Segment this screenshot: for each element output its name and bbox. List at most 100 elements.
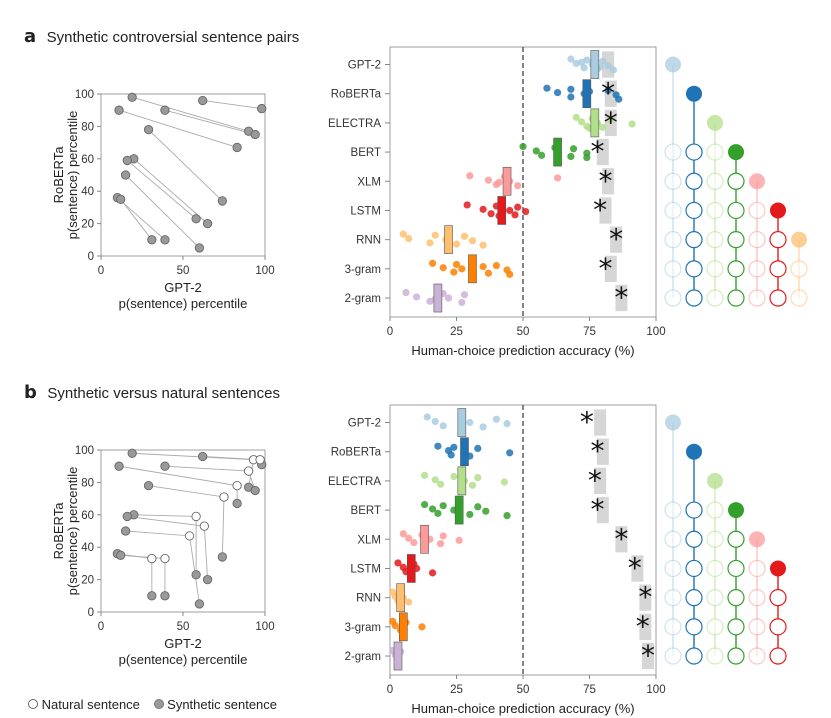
scatter-a-synthetic-point bbox=[122, 155, 132, 166]
strip-b-significance-star: * bbox=[588, 464, 602, 497]
strip-b-category-label-rnn: RNN bbox=[356, 593, 381, 605]
strip-b-subject-point bbox=[410, 538, 418, 547]
scatter-a-ytick-label: 100 bbox=[75, 89, 94, 101]
strip-a-subject-point bbox=[532, 147, 540, 155]
strip-b-subject-point bbox=[492, 415, 500, 423]
panel-b-tree-node-open bbox=[706, 559, 724, 578]
panel-a-tree-node-open bbox=[727, 231, 745, 249]
scatter-b-synthetic-point bbox=[114, 461, 124, 471]
panel-a-tree-node-open bbox=[748, 260, 766, 278]
strip-b-significance-star: * bbox=[614, 522, 628, 555]
strip-b-noise-ceiling bbox=[594, 467, 607, 495]
strip-b-category-label-3-gram: 3-gram bbox=[345, 622, 381, 634]
scatter-b-xtick-label: 100 bbox=[255, 621, 274, 633]
scatter-b-xlabel-1: GPT-2 bbox=[164, 636, 202, 651]
strip-a-subject-point bbox=[506, 206, 514, 215]
strip-a-category-label-lstm: LSTM bbox=[350, 205, 381, 217]
panel-a-tree-node-filled-lstm bbox=[770, 202, 786, 219]
scatter-a-xtick-label: 50 bbox=[177, 265, 190, 277]
panel-b-tree-node-open bbox=[664, 647, 682, 665]
strip-a-subject-point bbox=[405, 234, 413, 243]
scatter-a-pair-line bbox=[118, 109, 238, 148]
scatter-a-synthetic-point bbox=[143, 124, 154, 135]
scatter-b-natural-point bbox=[147, 553, 157, 564]
strip-a-subject-point bbox=[519, 142, 527, 151]
strip-b-subject-point bbox=[436, 480, 445, 488]
panel-a-tree-node-open bbox=[685, 289, 703, 307]
panel-b-heading: b Synthetic versus natural sentences bbox=[24, 382, 280, 403]
scatter-a-xlabel-2: p(sentence) percentile bbox=[119, 296, 248, 311]
strip-a-mean-bar bbox=[590, 108, 600, 138]
panel-b-title: Synthetic versus natural sentences bbox=[47, 385, 280, 402]
scatter-b-ylabel-1: RoBERTa bbox=[51, 502, 66, 560]
strip-b-subject-point bbox=[420, 471, 429, 479]
panel-b-tree-node-open bbox=[664, 589, 682, 607]
strip-a-subject-point bbox=[484, 176, 493, 184]
panel-b-tree-node-open bbox=[664, 559, 682, 578]
strip-b-significance-star: * bbox=[590, 435, 604, 468]
strip-b-noise-ceiling bbox=[639, 584, 652, 611]
panel-b-tree-node-open bbox=[727, 647, 745, 665]
strip-b-noise-ceiling bbox=[615, 526, 628, 553]
panel-b-tree-node-filled-xlm bbox=[749, 531, 765, 548]
panel-a-tree-node-filled-electra bbox=[707, 114, 723, 131]
strip-b-subject-point bbox=[503, 420, 511, 428]
scatter-a-synthetic-point bbox=[120, 170, 131, 180]
strip-a-subject-point bbox=[553, 89, 562, 97]
strip-a-category-label-rnn: RNN bbox=[356, 235, 381, 247]
scatter-a-ylabel-2: p(sentence) percentile bbox=[65, 111, 80, 240]
panel-a-tree-node-open bbox=[664, 201, 682, 220]
strip-a-subject-point bbox=[458, 298, 466, 307]
scatter-b-synthetic-point bbox=[116, 550, 126, 560]
strip-b-category-label-electra: ELECTRA bbox=[328, 476, 381, 488]
scatter-b-xlabel-2: p(sentence) percentile bbox=[119, 652, 248, 667]
scatter-b-ytick-label: 80 bbox=[81, 477, 94, 489]
strip-b-mean-bar bbox=[454, 495, 464, 525]
strip-a-subject-point bbox=[492, 261, 500, 270]
strip-b-subject-point bbox=[423, 413, 431, 421]
panel-b-tree-node-open bbox=[685, 618, 703, 636]
strip-b-subject-point bbox=[479, 423, 487, 431]
strip-a-significance-star: * bbox=[614, 281, 628, 314]
strip-b-significance-star: * bbox=[580, 406, 594, 439]
strip-a-subject-point bbox=[583, 153, 591, 162]
strip-a-subject-point bbox=[413, 293, 421, 301]
panel-a-tree-node-open bbox=[685, 201, 703, 220]
panel-b-tree-node-filled-electra bbox=[707, 472, 723, 489]
strip-a-subject-point bbox=[522, 207, 530, 216]
panel-b-tree-node-open bbox=[685, 647, 703, 665]
strip-b-subject-point bbox=[455, 536, 463, 544]
strip-a-xtick-label: 50 bbox=[517, 326, 530, 338]
scatter-a-ytick-label: 20 bbox=[81, 219, 94, 231]
scatter-b-synthetic-point bbox=[217, 552, 228, 562]
panel-b-tree-node-open bbox=[727, 559, 745, 578]
scatter-b-triplet-line bbox=[148, 485, 225, 557]
strip-b-category-label-lstm: LSTM bbox=[350, 563, 381, 575]
strip-a-category-label-2-gram: 2-gram bbox=[345, 293, 381, 305]
panel-b-tree-node-open bbox=[769, 589, 787, 607]
strip-b-significance-star: * bbox=[628, 551, 642, 584]
panel-a-tree-node-open bbox=[685, 143, 703, 161]
strip-b-subject-point bbox=[474, 444, 482, 453]
strip-a-subject-point bbox=[399, 230, 407, 238]
strip-a-subject-point bbox=[599, 57, 607, 65]
strip-a-xtick-label: 25 bbox=[450, 326, 463, 338]
legend-natural-label: Natural sentence bbox=[41, 697, 140, 712]
strip-a-mean-bar bbox=[590, 50, 600, 79]
strip-a-mean-bar bbox=[444, 225, 453, 254]
scatter-a-xtick-label: 0 bbox=[98, 265, 104, 277]
strip-a-subject-point bbox=[450, 268, 458, 276]
scatter-b-synthetic-point bbox=[147, 591, 157, 601]
strip-a-subject-point bbox=[567, 55, 575, 63]
scatter-b-ytick-label: 100 bbox=[75, 445, 94, 457]
scatter-a-synthetic-point bbox=[116, 194, 126, 204]
panel-b-tree-node-open bbox=[706, 647, 724, 665]
strip-b-xtick-label: 75 bbox=[583, 684, 596, 696]
panel-a-tree-node-open bbox=[706, 231, 724, 249]
scatter-b-synthetic-point bbox=[127, 448, 137, 458]
strip-b-subject-point bbox=[434, 442, 442, 450]
scatter-a-pair-line bbox=[126, 160, 197, 220]
panel-a-tree-node-open bbox=[685, 231, 703, 249]
scatter-b-triplet-line bbox=[120, 554, 166, 596]
